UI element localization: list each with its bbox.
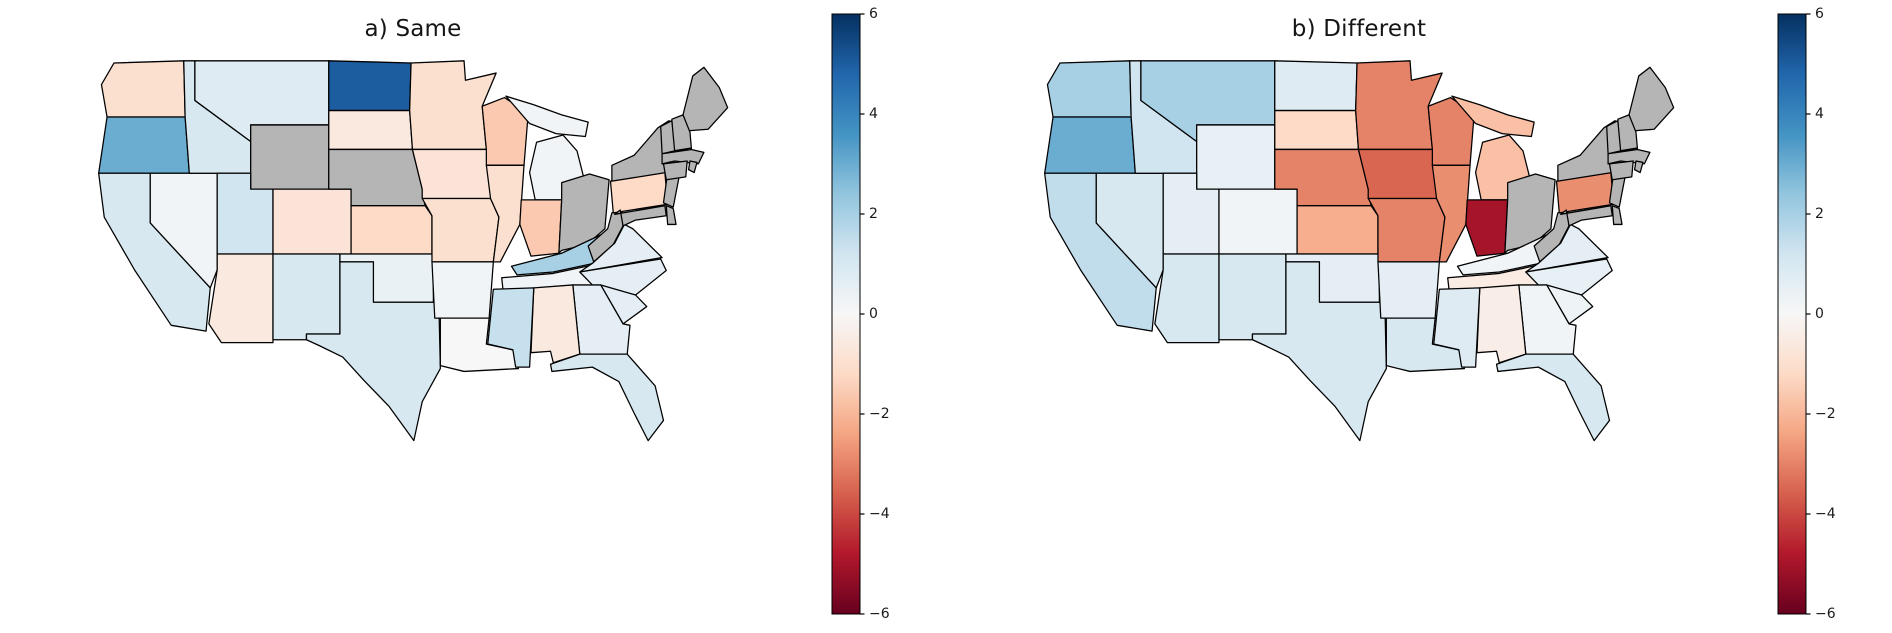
colorbar-tick-label: 4 [1815,106,1824,122]
state-MD [1559,205,1613,227]
state-WY [1195,124,1275,190]
state-ND [327,60,412,112]
state-VT [659,119,675,155]
state-MO [1367,197,1446,263]
state-CO [1217,188,1298,255]
state-MI [504,95,589,138]
state-IA [411,148,495,200]
state-CO [271,188,352,255]
colorbar-tick-label: 0 [1815,306,1824,322]
panel-a: a) Same 6 4 2 0 −2 −4 −6 [0,0,890,633]
state-ME [1627,66,1674,132]
state-RI [1633,160,1644,174]
state-MO [421,197,500,263]
colorbar-tick-label: −4 [1815,506,1836,522]
choropleth-map-b [1043,60,1674,442]
state-SD [327,109,413,151]
state-KS [349,205,433,255]
state-IL [485,164,525,263]
state-MA [1606,148,1651,165]
colorbar-tick-label: 2 [1815,206,1824,222]
state-AL [1475,284,1526,364]
colorbar-tick-label: 2 [869,206,878,222]
state-MI [1450,95,1535,138]
state-AR [1376,261,1440,319]
panel-a-map-column: a) Same [0,0,826,633]
state-OR [97,116,190,174]
state-MN [408,60,497,151]
panel-b-map-column: b) Different [946,0,1772,633]
state-KS [1295,205,1379,255]
state-IA [1357,148,1441,200]
state-CT [1608,160,1634,181]
panel-b-title: b) Different [1291,16,1427,42]
colorbar-tick-label: −4 [869,506,890,522]
colorbar-tick-label: −6 [1815,606,1836,622]
state-FL [1495,353,1610,442]
state-MA [660,148,705,165]
state-VT [1605,119,1621,155]
state-ND [1273,60,1358,112]
state-IN [1464,199,1508,257]
state-WY [249,124,329,190]
colorbar-a: 6 4 2 0 −2 −4 −6 [831,6,890,622]
state-MN [1354,60,1443,151]
choropleth-map-a [97,60,728,442]
colorbar-tick-label: −2 [869,406,890,422]
state-CT [662,160,688,181]
colorbar-tick-label: 4 [869,106,878,122]
state-AR [430,261,494,319]
state-AL [529,284,580,364]
state-NM [271,253,341,341]
colorbar-gradient [1777,13,1807,615]
state-TX [305,261,441,442]
state-AZ [207,253,274,344]
state-IN [518,199,562,257]
state-ME [681,66,728,132]
state-FL [549,353,664,442]
state-MS [486,287,534,368]
state-DE [1611,205,1623,226]
colorbar-tick-label: −2 [1815,406,1836,422]
colorbar-tick-label: 0 [869,306,878,322]
state-TX [1251,261,1387,442]
colorbar-tick-label: 6 [1815,6,1824,22]
state-WA [100,60,186,118]
state-AZ [1153,253,1220,344]
colorbar-b: 6 4 2 0 −2 −4 −6 [1777,6,1836,622]
state-MD [613,205,667,227]
state-RI [687,160,698,174]
state-NM [1217,253,1287,341]
state-DE [665,205,677,226]
state-OR [1043,116,1136,174]
state-IL [1431,164,1471,263]
state-WA [1046,60,1132,118]
colorbar-tick-label: −6 [869,606,890,622]
panel-b: b) Different 6 4 2 0 −2 −4 −6 [946,0,1892,633]
panel-a-title: a) Same [364,16,462,42]
colorbar-gradient [831,13,861,615]
colorbar-tick-label: 6 [869,6,878,22]
state-SD [1273,109,1359,151]
state-MS [1432,287,1480,368]
